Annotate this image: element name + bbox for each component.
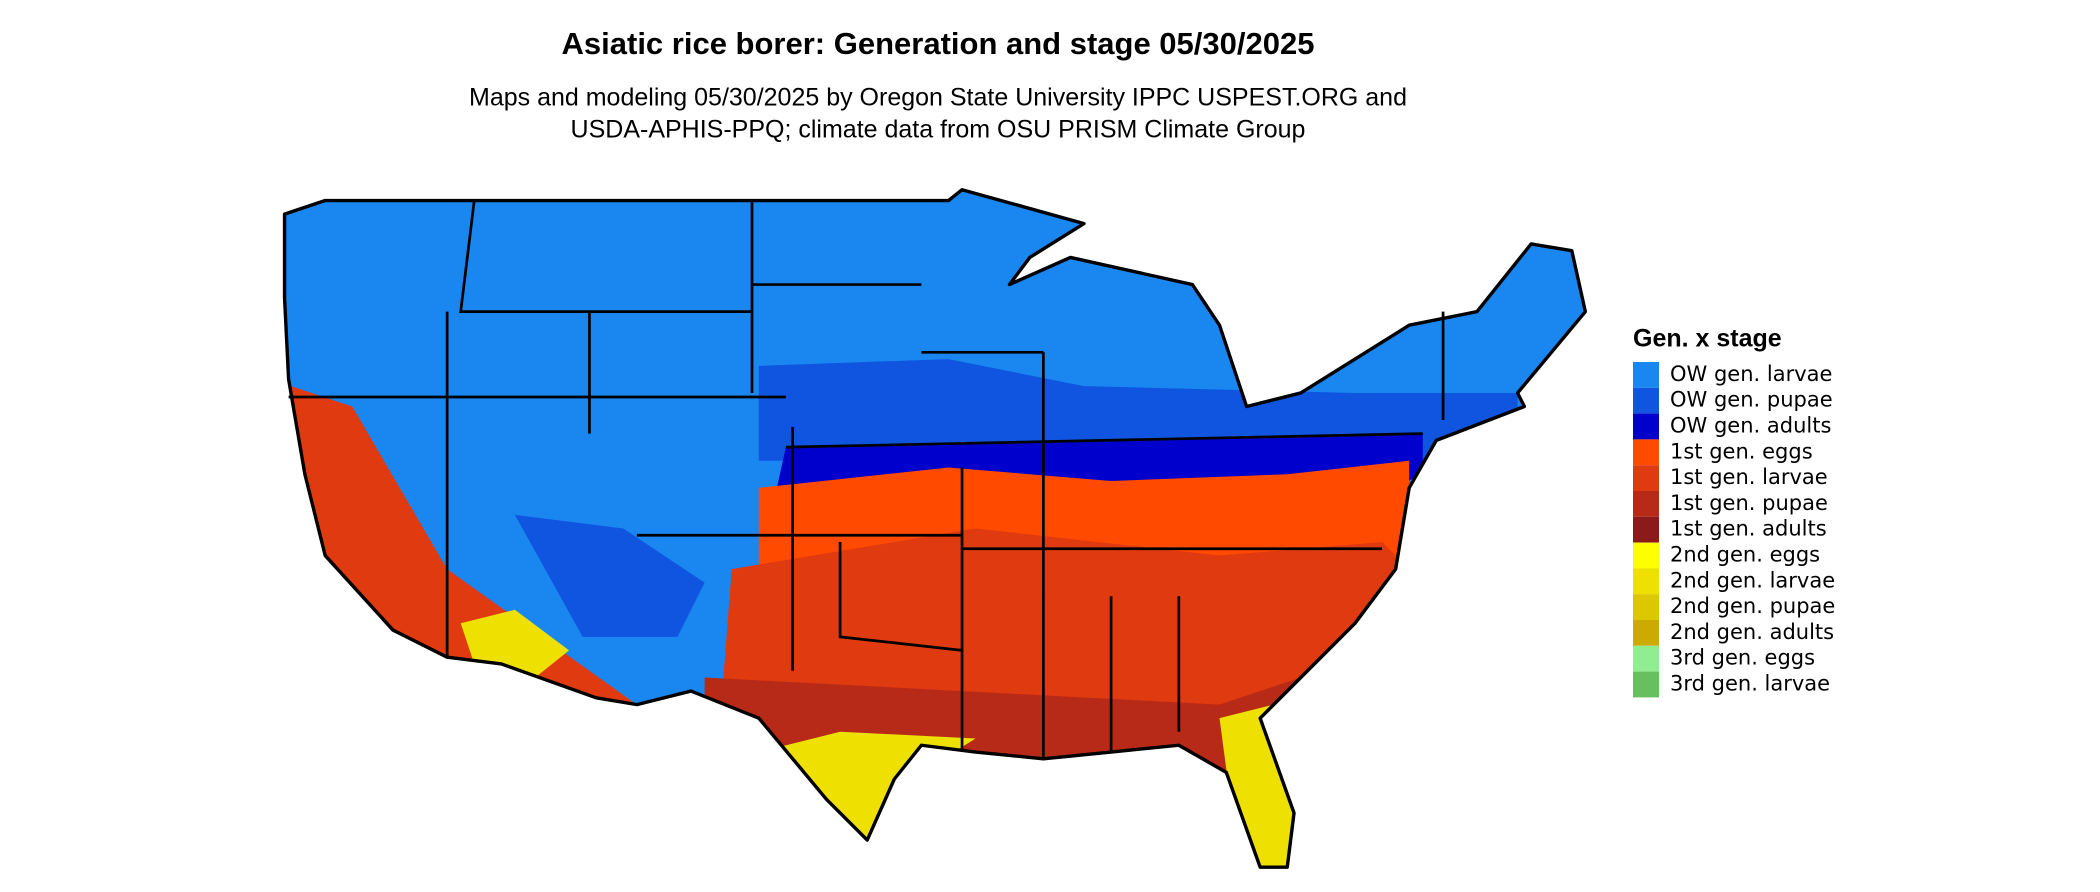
legend-label: 2nd gen. pupae <box>1670 594 1835 618</box>
legend-swatch <box>1633 362 1659 388</box>
subtitle-line: Maps and modeling 05/30/2025 by Oregon S… <box>469 84 1407 112</box>
legend-swatch <box>1633 516 1659 543</box>
legend-label: 3rd gen. larvae <box>1670 672 1830 696</box>
legend-label: 2nd gen. eggs <box>1670 543 1820 567</box>
legend-swatch <box>1633 413 1659 440</box>
legend-label: 1st gen. pupae <box>1670 491 1828 515</box>
legend-title: Gen. x stage <box>1633 325 1782 353</box>
legend-label: 3rd gen. eggs <box>1670 646 1815 670</box>
legend-label: 2nd gen. adults <box>1670 620 1834 644</box>
legend-swatch <box>1633 568 1659 595</box>
legend-swatch <box>1633 387 1659 414</box>
legend-label: OW gen. pupae <box>1670 388 1833 412</box>
legend-swatch <box>1633 671 1659 698</box>
legend-swatch <box>1633 542 1659 569</box>
legend-label: 2nd gen. larvae <box>1670 568 1835 592</box>
us-map <box>282 188 1588 869</box>
legend-swatch <box>1633 439 1659 466</box>
legend-label: OW gen. adults <box>1670 414 1831 438</box>
legend-swatch <box>1633 645 1659 672</box>
legend-swatch <box>1633 491 1659 517</box>
legend-label: 1st gen. larvae <box>1670 465 1828 489</box>
legend-swatch <box>1633 465 1659 491</box>
legend-label: 1st gen. adults <box>1670 517 1827 541</box>
legend-swatch <box>1633 594 1659 620</box>
subtitle-line: USDA-APHIS-PPQ; climate data from OSU PR… <box>571 116 1306 144</box>
legend-label: 1st gen. eggs <box>1670 439 1813 463</box>
legend-swatch <box>1633 620 1659 646</box>
legend-label: OW gen. larvae <box>1670 362 1832 386</box>
title: Asiatic rice borer: Generation and stage… <box>562 26 1315 61</box>
